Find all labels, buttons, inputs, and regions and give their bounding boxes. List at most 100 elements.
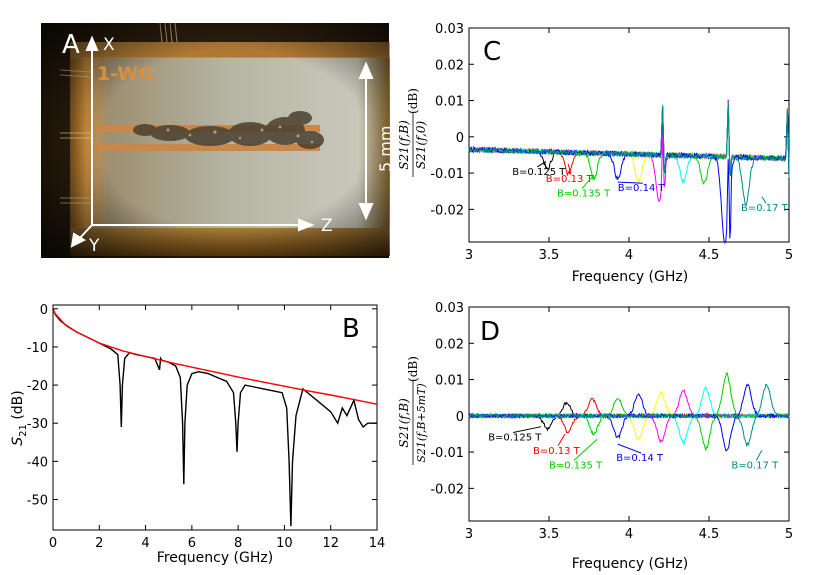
- panel-b: 0 2 4 6 8 10 12 14 0 -10 -20 -30 -40 -50 B Frequency …: [10, 303, 385, 566]
- scale-arrow-top: [358, 61, 374, 79]
- panel-b-line-measured: [52, 308, 377, 527]
- panel-b-tick-labels: 0 2 4 6 8 10 12 14 0 -10 -20 -30 -40 -50: [27, 303, 386, 551]
- panel-d-annotation-pointer: [573, 439, 598, 461]
- panel-c-ylabel-unit: (dB): [406, 88, 420, 114]
- panel-c-annotation: B=0.125 T: [512, 167, 566, 178]
- panel-b-ylabel-sub: 21: [18, 424, 29, 437]
- panel-b-line-fit: [52, 310, 378, 405]
- panel-b-series: [52, 308, 378, 527]
- panel-c-ylabel: S21(f,B) S21(f,0) (dB): [397, 88, 428, 177]
- panel-c-ytick-label: 0: [456, 131, 464, 146]
- panel-d-ylabel-unit: (dB): [406, 356, 420, 382]
- panel-b-xlabel: Frequency (GHz): [157, 550, 273, 566]
- panel-d-annotation: B=0.14 T: [616, 453, 664, 464]
- panel-c-tick-labels: 3 3.5 4 4.5 5 0.03 0.02 0.01 0 -0.01 -0.02: [430, 22, 793, 263]
- panel-a-letter: A: [62, 30, 80, 60]
- panel-c-annotation-pointer: [581, 174, 595, 189]
- panel-c-annotation-pointer: [617, 181, 643, 184]
- panel-d-annotation: B=0.125 T: [488, 432, 542, 443]
- panel-b-letter: B: [342, 314, 360, 344]
- panel-b-ytick-label: -20: [27, 379, 48, 394]
- panel-d-letter: D: [480, 317, 500, 347]
- panel-d-ytick-label: 0.03: [435, 301, 464, 316]
- panel-d-ytick-label: 0.02: [435, 337, 464, 352]
- panel-b-xtick-label: 0: [49, 536, 57, 551]
- panel-d-annotation-pointer: [557, 433, 566, 447]
- panel-d-ylabel-num: S21(f,B): [397, 398, 411, 448]
- panel-c-annotation-pointer: [761, 196, 767, 204]
- photo-vignette: [41, 23, 389, 258]
- y-arrow-head: [70, 232, 87, 248]
- panel-c-ylabel-num: S21(f,B): [397, 120, 411, 170]
- panel-d-ytick-label: -0.01: [430, 446, 464, 461]
- panel-d-xtick-label: 3.5: [539, 527, 560, 542]
- panel-d-xtick-label: 3: [465, 527, 473, 542]
- z-arrow-head: [298, 218, 315, 232]
- panel-c-ytick-label: 0.01: [435, 95, 464, 110]
- panel-b-xtick-label: 6: [188, 536, 196, 551]
- panel-b-ytick-label: -30: [27, 417, 48, 432]
- panel-c-ytick-label: -0.02: [430, 203, 464, 218]
- panel-c-ytick-label: 0.02: [435, 58, 464, 73]
- wg-label: 1-WG: [97, 63, 154, 85]
- panel-b-frame: [52, 304, 378, 531]
- panel-c-xtick-label: 3.5: [539, 248, 560, 263]
- panel-d-ylabel-den: S21(f,B+5mT): [415, 383, 428, 462]
- panel-d-annotation-pointer: [513, 426, 542, 433]
- panel-a-photo: A X Z Y 1-WG 5 mm: [41, 22, 395, 258]
- x-arrow-head: [85, 35, 99, 51]
- panel-d-annotation-pointer: [755, 450, 763, 461]
- x-axis-label: X: [103, 35, 115, 55]
- panel-c-line-B=0.13 T: [468, 102, 790, 176]
- panel-c-letter: C: [483, 37, 501, 67]
- panel-b-xtick-label: 4: [141, 536, 149, 551]
- panel-b-xtick-label: 14: [369, 536, 386, 551]
- panel-d-annotation: B=0.17 T: [731, 460, 779, 471]
- panel-c-ylabel-den: S21(f,0): [414, 121, 428, 170]
- panel-c-annotation: B=0.17 T: [741, 203, 789, 214]
- panel-c-line-B=0.17 T: [468, 103, 790, 205]
- panel-b-ylabel: S21 (dB): [10, 390, 29, 446]
- panel-d-line-B=0.17 T: [468, 383, 790, 448]
- scale-arrow-bottom: [358, 203, 374, 221]
- z-axis-label: Z: [321, 216, 333, 236]
- panel-b-ytick-label: -50: [27, 493, 48, 508]
- panel-d-annotation: B=0.13 T: [533, 446, 581, 457]
- panel-d-xtick-label: 5: [785, 527, 793, 542]
- panel-d-annotations: B=0.125 T B=0.13 T B=0.135 T B=0.14 T B=0.17…: [488, 426, 779, 471]
- panel-b-xtick-label: 10: [276, 536, 293, 551]
- panel-c-xtick-label: 4: [625, 248, 633, 263]
- panel-c-xlabel: Frequency (GHz): [572, 269, 688, 285]
- panel-c-xtick-label: 5: [785, 248, 793, 263]
- panel-c-line-B=0.125 T: [468, 103, 790, 177]
- panel-b-ytick-label: -40: [27, 455, 48, 470]
- panel-d-ytick-label: 0: [456, 410, 464, 425]
- panel-c: 3 3.5 4 4.5 5 0.03 0.02 0.01 0 -0.01 -0.02 B=0.125…: [397, 22, 793, 285]
- panel-d-ylabel: S21(f,B) S21(f,B+5mT) (dB): [397, 356, 428, 465]
- panel-b-ylabel-s: S: [10, 437, 26, 446]
- panel-b-ytick-label: 0: [40, 303, 48, 318]
- panel-d-line-B=0.165 T: [468, 383, 789, 452]
- panel-c-ytick-label: 0.03: [435, 22, 464, 37]
- panel-b-ylabel-unit: (dB): [10, 390, 26, 424]
- panel-c-annotations: B=0.125 TB=0.13 T B=0.135 T B=0.14 T B=0.17…: [512, 161, 789, 214]
- panel-d-ytick-label: 0.01: [435, 374, 464, 389]
- panel-b-xtick-label: 2: [95, 536, 103, 551]
- panel-d-series: [468, 372, 790, 452]
- panel-c-annotation-pointer: [567, 163, 572, 175]
- panel-c-series: [468, 99, 790, 245]
- panel-c-annotation: B=0.14 T: [618, 183, 666, 194]
- panel-d-annotation: B=0.135 T: [549, 460, 603, 471]
- panel-d-tick-labels: 3 3.5 4 4.5 5 0.03 0.02 0.01 0 -0.01 -0.02: [430, 301, 793, 542]
- axis-arrows: [70, 35, 374, 248]
- panel-d-xlabel: Frequency (GHz): [572, 556, 688, 572]
- panel-c-xtick-label: 3: [465, 248, 473, 263]
- panel-b-xtick-label: 12: [322, 536, 339, 551]
- panel-d: 3 3.5 4 4.5 5 0.03 0.02 0.01 0 -0.01 -0.02 B=0.125…: [397, 301, 793, 572]
- panel-c-annotation: B=0.13 T: [546, 174, 594, 185]
- panel-b-ticks: [52, 305, 378, 530]
- scale-bar-label: 5 mm: [376, 126, 395, 172]
- panel-d-ytick-label: -0.02: [430, 482, 464, 497]
- panel-d-xtick-label: 4: [625, 527, 633, 542]
